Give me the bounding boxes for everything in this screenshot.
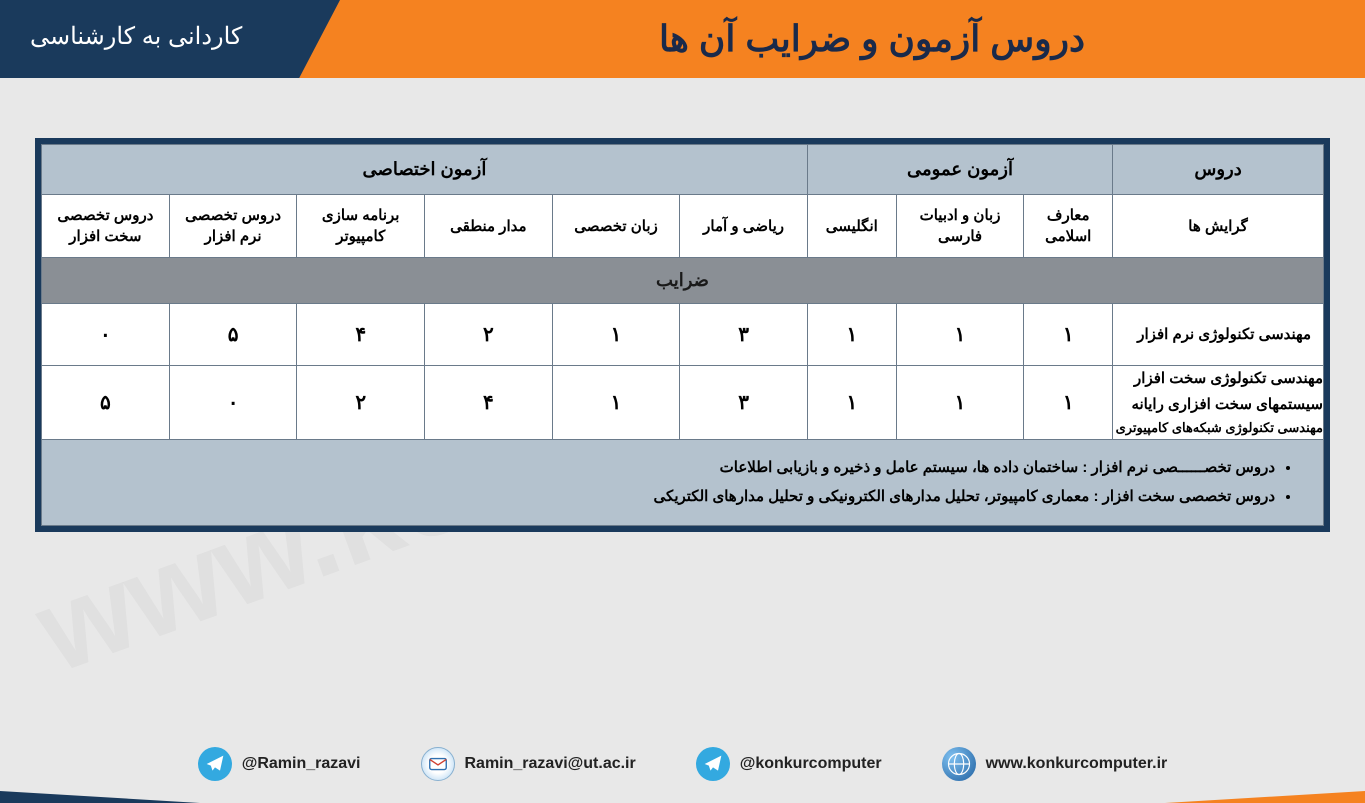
col-software: دروس تخصصی نرم افزار <box>169 195 297 258</box>
notes-cell: دروس تخصــــــصی نرم افزار : ساختمان داد… <box>42 440 1324 526</box>
col-techlang: زبان تخصصی <box>552 195 680 258</box>
data-cell: ۳ <box>680 366 808 440</box>
data-cell: ۱ <box>807 304 896 366</box>
col-math: ریاضی و آمار <box>680 195 808 258</box>
orientation-cell-multi: مهندسی تکنولوژی سخت افزار سیستمهای سخت ا… <box>1113 366 1324 440</box>
data-cell: ۴ <box>425 366 553 440</box>
orientation-cell: مهندسی تکنولوژی نرم افزار <box>1113 304 1324 366</box>
page-title: دروس آزمون و ضرایب آن ها <box>659 18 1085 60</box>
footer-email[interactable]: Ramin_razavi@ut.ac.ir <box>421 747 636 781</box>
data-cell: ۲ <box>425 304 553 366</box>
footer-corner-left <box>0 791 200 803</box>
footer-telegram2-text: @konkurcomputer <box>740 755 882 773</box>
data-cell: ۲ <box>297 366 425 440</box>
data-cell: ۰ <box>169 366 297 440</box>
data-cell: ۱ <box>1024 304 1113 366</box>
footer-telegram1[interactable]: @Ramin_razavi <box>198 747 361 781</box>
footer-email-text: Ramin_razavi@ut.ac.ir <box>465 755 636 773</box>
data-cell: ۴ <box>297 304 425 366</box>
data-cell: ۱ <box>896 366 1024 440</box>
footer-telegram2[interactable]: @konkurcomputer <box>696 747 882 781</box>
data-cell: ۱ <box>552 304 680 366</box>
footer-website-text: www.konkurcomputer.ir <box>986 755 1168 773</box>
data-cell: ۵ <box>169 304 297 366</box>
col-persian: زبان و ادبیات فارسی <box>896 195 1024 258</box>
footer: @Ramin_razavi Ramin_razavi@ut.ac.ir @kon… <box>0 729 1365 803</box>
coefficients-band: ضرایب <box>42 258 1324 304</box>
table-container: دروس آزمون عمومی آزمون اختصاصی گرایش ها … <box>35 138 1330 532</box>
data-cell: ۰ <box>42 304 170 366</box>
notes-row: دروس تخصــــــصی نرم افزار : ساختمان داد… <box>42 440 1324 526</box>
coefficients-table: دروس آزمون عمومی آزمون اختصاصی گرایش ها … <box>41 144 1324 526</box>
band-row: ضرایب <box>42 258 1324 304</box>
telegram-icon <box>696 747 730 781</box>
globe-icon <box>942 747 976 781</box>
footer-corner-right <box>1165 791 1365 803</box>
content-area: دروس آزمون عمومی آزمون اختصاصی گرایش ها … <box>0 78 1365 532</box>
note-item: دروس تخصــــــصی نرم افزار : ساختمان داد… <box>70 454 1275 483</box>
col-orientation: گرایش ها <box>1113 195 1324 258</box>
col-english: انگلیسی <box>807 195 896 258</box>
col-logic: مدار منطقی <box>425 195 553 258</box>
note-item: دروس تخصصی سخت افزار : معماری کامپیوتر، … <box>70 483 1275 512</box>
col-islamic: معارف اسلامی <box>1024 195 1113 258</box>
table-row: مهندسی تکنولوژی نرم افزار ۱ ۱ ۱ ۳ ۱ ۲ ۴ … <box>42 304 1324 366</box>
page-subtitle: کاردانی به کارشناسی <box>30 22 242 51</box>
footer-telegram1-text: @Ramin_razavi <box>242 755 361 773</box>
data-cell: ۳ <box>680 304 808 366</box>
email-icon <box>421 747 455 781</box>
data-cell: ۵ <box>42 366 170 440</box>
orientation-line: مهندسی تکنولوژی شبکه‌های کامپیوتری <box>1113 417 1323 439</box>
data-cell: ۱ <box>807 366 896 440</box>
data-cell: ۱ <box>1024 366 1113 440</box>
col-hardware: دروس تخصصی سخت افزار <box>42 195 170 258</box>
col-programming: برنامه سازی کامپیوتر <box>297 195 425 258</box>
col-special-exam: آزمون اختصاصی <box>42 145 808 195</box>
col-courses: دروس <box>1113 145 1324 195</box>
sub-header-row: گرایش ها معارف اسلامی زبان و ادبیات فارس… <box>42 195 1324 258</box>
data-cell: ۱ <box>552 366 680 440</box>
table-row: مهندسی تکنولوژی سخت افزار سیستمهای سخت ا… <box>42 366 1324 440</box>
group-header-row: دروس آزمون عمومی آزمون اختصاصی <box>42 145 1324 195</box>
page-header: دروس آزمون و ضرایب آن ها کاردانی به کارش… <box>0 0 1365 78</box>
orientation-line: سیستمهای سخت افزاری رایانه <box>1113 392 1323 418</box>
col-general-exam: آزمون عمومی <box>807 145 1112 195</box>
orientation-line: مهندسی تکنولوژی سخت افزار <box>1113 366 1323 392</box>
telegram-icon <box>198 747 232 781</box>
footer-website[interactable]: www.konkurcomputer.ir <box>942 747 1168 781</box>
data-cell: ۱ <box>896 304 1024 366</box>
